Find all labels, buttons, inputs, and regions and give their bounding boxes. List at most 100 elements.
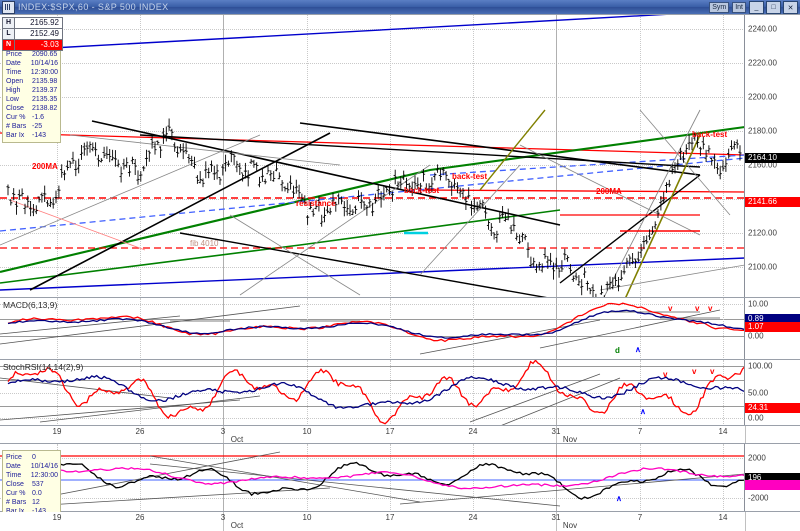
price-panel[interactable]: 200MA 200MA resistance back-test back-te… [0,14,800,299]
volume-data-tooltip: Price 0 Date 10/14/16 Time 12:30:00 Close 537 Cu… [2,450,61,512]
tooltip-row: Time 12:30:00 [6,68,58,77]
net-value: -3.03 [15,40,62,50]
volume-panel[interactable]: Price 0 Date 10/14/16 Time 12:30:00 Close 537 Cu… [0,443,800,513]
volume-axis[interactable]: 2000 -2000 196 [744,444,800,512]
tooltip-value: 2138.82 [32,105,58,112]
volume-axis-label: 2000 [748,453,766,463]
stochrsi-plot-area[interactable]: StochRSI(14,14(2),9) ∧ v v v [0,360,745,426]
tooltip-row: Open 2135.98 [6,77,58,86]
price-axis-label: 2120.00 [748,228,777,238]
annotation-resistance: resistance [296,199,336,208]
window-controls: Sym Int _ □ ✕ [709,1,798,14]
tooltip-label: Low [6,96,19,103]
volume-smoothed-marker [745,480,800,490]
tooltip-label: Date [6,463,21,470]
annotation-backtest-3: back-test [692,130,728,139]
stochrsi-axis[interactable]: 100.00 50.00 0.00 24.31 [744,360,800,426]
tooltip-value: -143 [32,508,47,512]
price-axis-label: 2240.00 [748,24,777,34]
price-plot-area[interactable]: 200MA 200MA resistance back-test back-te… [0,15,745,298]
tooltip-value: -143 [32,132,47,139]
tooltip-row: Time 12:30:00 [6,471,58,480]
annotation-stoch-v1: v [663,370,668,379]
tooltip-value: -1.6 [32,114,45,121]
tooltip-value: 12:30:00 [30,69,58,76]
date-tick: 14 [718,427,728,436]
stochrsi-axis-label: 0.00 [748,413,764,423]
high-tag: H [3,18,15,28]
macd-axis[interactable]: 10.00 0.00 0.89 1.07 [744,298,800,360]
tooltip-row: # Bars 12 [6,498,58,507]
price-axis-label: 2160.00 [748,160,777,170]
tooltip-value: 12 [32,499,40,506]
date-tick: 26 [135,513,145,522]
tooltip-value: 2139.37 [32,87,58,94]
minimize-button[interactable]: _ [749,1,764,14]
date-axis[interactable]: 19 26 3 Oct 10 17 24 31 Nov 7 14 [0,425,800,444]
price-axis-label: 2180.00 [748,126,777,136]
tooltip-label: Close [6,105,24,112]
price-axis[interactable]: 2240.00 2220.00 2200.00 2180.00 2160.00 … [744,15,800,298]
date-tick: 10 [302,427,312,436]
low-value: 2152.49 [30,29,59,38]
tooltip-label: Time [6,472,22,479]
stochrsi-title: StochRSI(14,14(2),9) [3,362,84,372]
date-tick: 7 [637,427,643,436]
tooltip-label: Price [6,454,22,461]
tooltip-value: 537 [32,481,44,488]
stochrsi-axis-label: 50.00 [748,388,769,398]
tooltip-value: 10/14/16 [30,463,58,470]
tooltip-label: # Bars [6,499,27,506]
support-price-marker: 2141.66 [745,197,800,207]
month-label: Oct [230,435,244,444]
interval-button[interactable]: Int [732,2,746,13]
tooltip-label: Time [6,69,22,76]
volume-axis-label: -2000 [748,493,769,503]
macd-panel[interactable]: MACD(6,13,9) d ∧ v v v 10.00 0.00 0.89 1… [0,297,800,361]
date-tick: 24 [468,513,478,522]
tooltip-value: -25 [32,123,43,130]
tooltip-label: Close [6,481,24,488]
window-titlebar: INDEX:$SPX,60 - S&P 500 INDEX Sym Int _ … [0,0,800,14]
chart-app-icon [2,0,15,14]
tooltip-label: Bar Ix [6,508,25,512]
date-tick: 3 [220,513,226,522]
annotation-macd-v2: v [695,304,700,313]
volume-plot-area[interactable]: Price 0 Date 10/14/16 Time 12:30:00 Close 537 Cu… [0,444,745,512]
close-button[interactable]: ✕ [783,1,798,14]
date-tick: 17 [385,513,395,522]
date-tick: 17 [385,427,395,436]
price-axis-label: 2100.00 [748,262,777,272]
annotation-stoch-v2: v [692,367,697,376]
annotation-macd-v1: v [668,304,673,313]
stochrsi-panel[interactable]: StochRSI(14,14(2),9) ∧ v v v 100.00 50.0… [0,359,800,427]
macd-axis-label: 10.00 [748,299,769,309]
tooltip-row: High 2139.37 [6,86,58,95]
maximize-button[interactable]: □ [766,1,781,14]
tooltip-label: Open [6,78,24,85]
annotation-macd-up: ∧ [635,345,641,354]
symbol-button[interactable]: Sym [709,2,730,13]
tooltip-row: Price 0 [6,453,58,462]
annotation-200ma-right: 200MA [596,187,622,196]
macd-chart-graphics [0,302,745,355]
tooltip-row: Cur % 0.0 [6,489,58,498]
date-axis-bottom[interactable]: 19 26 3 Oct 10 17 24 31 Nov 7 14 [0,511,800,531]
tooltip-row: Date 10/14/16 [6,462,58,471]
macd-plot-area[interactable]: MACD(6,13,9) d ∧ v v v [0,298,745,360]
tooltip-value: 10/14/16 [30,60,58,67]
macd-axis-label: 0.00 [748,331,764,341]
tooltip-value: 0.0 [32,490,42,497]
price-chart-graphics [0,15,745,298]
low-tag: L [3,29,15,39]
volume-value-marker: 196 [745,473,800,483]
ohlc-readout: H 2165.92 L 2152.49 N -3.03 [2,17,63,51]
net-readout-row: N -3.03 [2,39,63,51]
annotation-backtest-2: back-test [452,172,488,181]
annotation-stoch-v3: v [710,367,715,376]
date-tick: 31 [551,427,561,436]
date-tick: 19 [52,513,62,522]
tooltip-row: # Bars -25 [6,122,58,131]
annotation-macd-v3: v [708,304,713,313]
macd-value-marker: 1.07 [745,322,800,332]
